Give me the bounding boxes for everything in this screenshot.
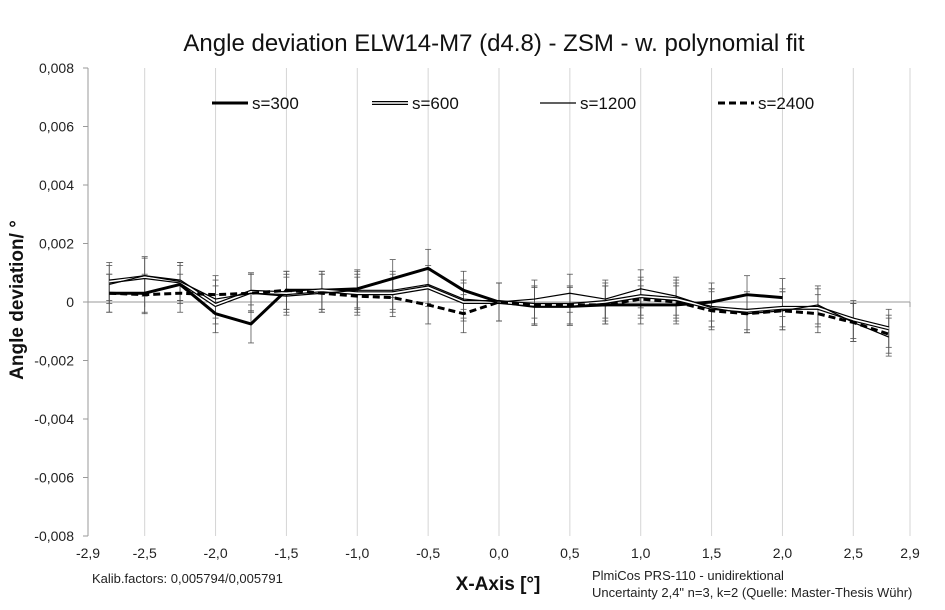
error-bar-3-22 [885, 314, 892, 354]
legend-label: s=300 [252, 94, 299, 113]
error-bar-3-16 [673, 282, 680, 322]
kalib-note: Kalib.factors: 0,005794/0,005791 [92, 571, 283, 586]
legend-item-s=1200: s=1200 [540, 94, 636, 113]
instrument-note-line1: PlmiCos PRS-110 - unidirektional [592, 568, 784, 583]
x-tick-label-5: -0,5 [416, 545, 440, 561]
y-tick-label-0: 0,008 [39, 60, 74, 76]
legend-item-s=2400: s=2400 [718, 94, 814, 113]
chart-title: Angle deviation ELW14-M7 (d4.8) - ZSM - … [183, 30, 804, 57]
y-tick-label-5: -0,002 [34, 353, 74, 369]
x-tick-label-4: -1,0 [345, 545, 369, 561]
y-tick-label-1: 0,006 [39, 119, 74, 135]
y-tick-labels: 0,008 0,006 0,004 0,002 0 -0,002 -0,004 -0,006 -… [34, 60, 74, 544]
legend: s=300 s=600 s=1200 s=2400 [212, 94, 814, 113]
x-axis-title: X-Axis [°] [456, 574, 541, 595]
legend-label: s=600 [412, 94, 459, 113]
y-tick-label-3: 0,002 [39, 236, 74, 252]
series-path [109, 266, 783, 326]
y-tick-label-6: -0,004 [34, 411, 74, 427]
legend-item-s=300: s=300 [212, 94, 299, 113]
error-bar-3-20 [814, 294, 821, 334]
series-path [109, 288, 890, 336]
instrument-note-line2: Uncertainty 2,4" n=3, k=2 (Quelle: Maste… [592, 585, 912, 600]
series-line-s=2400 [109, 288, 890, 336]
x-tick-label-6: 0,0 [489, 545, 509, 561]
x-tick-labels: -2,9 -2,5 -2,0 -1,5 -1,0 -0,5 0,0 0,5 1,0 1,5 2,0 2… [76, 545, 920, 561]
y-axis-title: Angle deviation/ ° [7, 220, 28, 380]
series-lines [109, 266, 890, 338]
x-tick-label-9: 1,5 [702, 545, 722, 561]
x-tick-label-2: -2,0 [203, 545, 227, 561]
error-bar-3-15 [637, 279, 644, 319]
y-tick-label-4: 0 [66, 294, 74, 310]
series-line-s=300 [109, 266, 783, 326]
x-tick-label-10: 2,0 [773, 545, 793, 561]
y-tick-label-2: 0,004 [39, 177, 74, 193]
x-tick-label-8: 1,0 [631, 545, 651, 561]
x-tick-label-0: -2,9 [76, 545, 100, 561]
legend-label: s=2400 [758, 94, 814, 113]
y-tick-label-8: -0,008 [34, 528, 74, 544]
x-tick-label-11: 2,5 [844, 545, 864, 561]
legend-label: s=1200 [580, 94, 636, 113]
x-tick-label-7: 0,5 [560, 545, 580, 561]
legend-item-s=600: s=600 [372, 94, 459, 113]
x-tick-label-12: 2,9 [900, 545, 920, 561]
x-tick-label-3: -1,5 [274, 545, 298, 561]
x-tick-label-1: -2,5 [133, 545, 157, 561]
y-tick-label-7: -0,006 [34, 470, 74, 486]
